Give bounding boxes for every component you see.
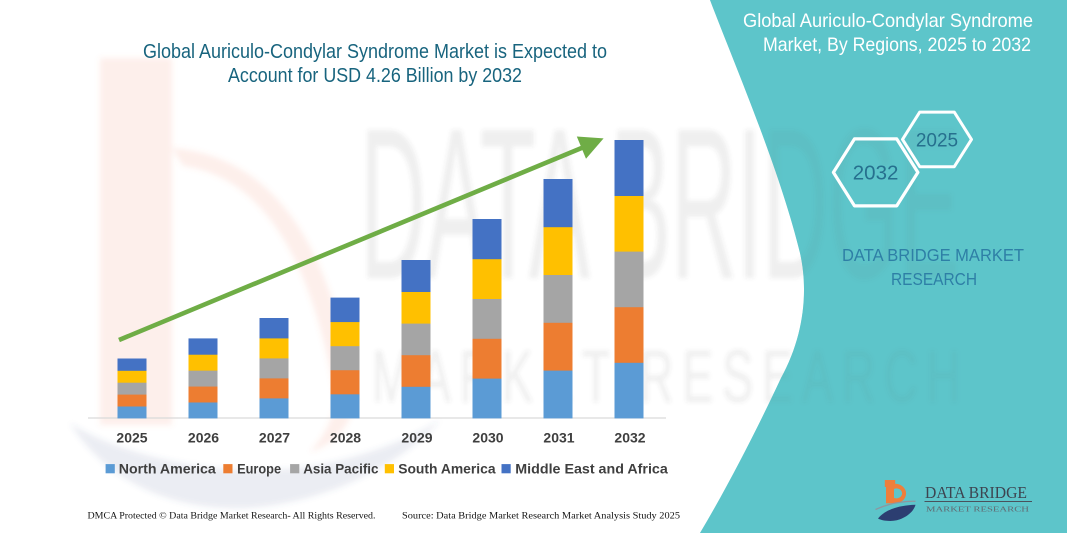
svg-text:2030: 2030 [472,430,503,446]
svg-text:DATA BRIDGE: DATA BRIDGE [360,83,960,324]
svg-text:MARKET RESEARCH: MARKET RESEARCH [926,507,1029,514]
svg-text:2027: 2027 [259,430,290,446]
svg-text:DMCA Protected © Data Bridge M: DMCA Protected © Data Bridge Market Rese… [88,511,376,522]
svg-text:2032: 2032 [853,162,899,185]
svg-text:DATA BRIDGE: DATA BRIDGE [925,483,1027,502]
svg-text:Global Auriculo-Condylar Syndr: Global Auriculo-Condylar Syndrome [743,10,1033,32]
svg-text:Middle East and Africa: Middle East and Africa [515,461,668,477]
svg-text:Market, By Regions, 2025 to 20: Market, By Regions, 2025 to 2032 [763,34,1031,56]
svg-text:Account for USD 4.26 Billion b: Account for USD 4.26 Billion by 2032 [228,64,522,87]
svg-text:2025: 2025 [116,430,147,446]
svg-text:Global Auriculo-Condylar Syndr: Global Auriculo-Condylar Syndrome Market… [143,40,607,63]
svg-text:RESEARCH: RESEARCH [891,269,977,289]
svg-text:2025: 2025 [916,131,958,152]
svg-text:South America: South America [398,461,496,477]
svg-text:2026: 2026 [188,430,219,446]
svg-text:2031: 2031 [543,430,574,446]
svg-text:North America: North America [119,461,216,477]
svg-text:Asia Pacific: Asia Pacific [303,461,378,477]
svg-text:MARKET RESEARCH: MARKET RESEARCH [372,335,969,418]
svg-text:DATA BRIDGE MARKET: DATA BRIDGE MARKET [842,245,1024,265]
svg-text:2029: 2029 [401,430,432,446]
svg-text:Europe: Europe [237,461,281,477]
svg-text:2032: 2032 [614,430,645,446]
svg-text:2028: 2028 [330,430,361,446]
svg-text:Source: Data Bridge Market Res: Source: Data Bridge Market Research Mark… [402,511,680,522]
